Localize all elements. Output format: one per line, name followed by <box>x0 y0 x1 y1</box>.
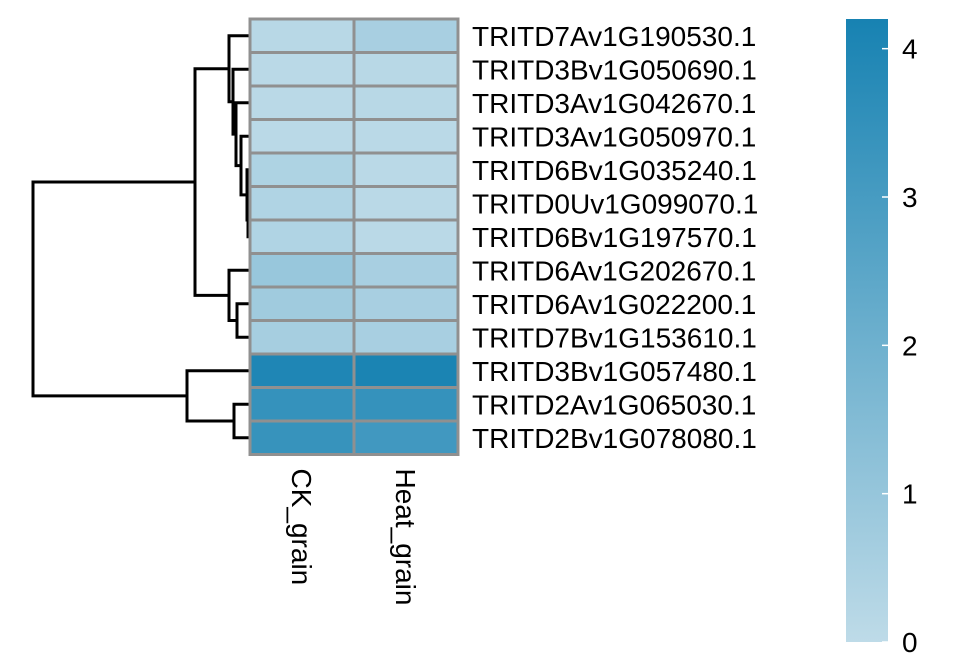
heatmap-cell <box>248 285 356 322</box>
heatmap-cells <box>248 17 460 456</box>
row-label: TRITD3Bv1G050690.1 <box>472 54 757 85</box>
heatmap-cell <box>248 84 356 121</box>
row-label: TRITD3Av1G042670.1 <box>472 88 756 119</box>
legend-tick-label: 4 <box>902 34 918 65</box>
color-legend: 0 1 2 3 4 <box>846 19 918 658</box>
heatmap-cell <box>248 386 356 423</box>
heatmap-cell <box>352 319 460 356</box>
dendrogram-branch <box>193 67 231 297</box>
heatmap-cell <box>248 218 356 255</box>
heatmap-cell <box>248 51 356 88</box>
legend-tick-label: 1 <box>902 479 918 510</box>
legend-tick-label: 2 <box>902 330 918 361</box>
column-label: Heat_grain <box>390 469 421 606</box>
heatmap-cell <box>352 252 460 289</box>
heatmap-cell <box>248 352 356 389</box>
row-label: TRITD6Av1G202670.1 <box>472 255 756 286</box>
legend-tick-label: 0 <box>902 627 918 658</box>
row-label: TRITD2Bv1G078080.1 <box>472 423 757 454</box>
heatmap-cell <box>352 118 460 155</box>
dendrogram-branch <box>185 369 251 423</box>
row-label: TRITD6Av1G022200.1 <box>472 289 756 320</box>
heatmap-cell <box>352 51 460 88</box>
dendrogram-branch <box>235 302 251 339</box>
heatmap-cell <box>352 419 460 456</box>
row-label: TRITD7Av1G190530.1 <box>472 21 756 52</box>
heatmap-cell <box>352 352 460 389</box>
dendrogram-branch <box>232 402 251 440</box>
row-label: TRITD3Av1G050970.1 <box>472 121 756 152</box>
heatmap-cell <box>248 17 356 54</box>
row-label: TRITD7Bv1G153610.1 <box>472 322 757 353</box>
row-label: TRITD6Bv1G197570.1 <box>472 222 757 253</box>
heatmap-cell <box>248 151 356 188</box>
row-label: TRITD3Bv1G057480.1 <box>472 356 757 387</box>
row-labels: TRITD7Av1G190530.1TRITD3Bv1G050690.1TRIT… <box>472 21 758 454</box>
heatmap-cell <box>248 118 356 155</box>
heatmap-cell <box>352 218 460 255</box>
row-label: TRITD0Uv1G099070.1 <box>472 188 758 219</box>
dendrogram-branch <box>31 180 197 398</box>
legend-tick-label: 3 <box>902 182 918 213</box>
column-labels: CK_grain Heat_grain <box>286 469 421 606</box>
heatmap-cell <box>248 252 356 289</box>
legend-color-bar <box>846 19 888 642</box>
heatmap-cell <box>352 185 460 222</box>
row-label: TRITD2Av1G065030.1 <box>472 389 756 420</box>
heatmap-cell <box>248 419 356 456</box>
column-label: CK_grain <box>286 469 317 586</box>
heatmap-cell <box>248 185 356 222</box>
heatmap-cell <box>352 285 460 322</box>
heatmap-cell <box>352 17 460 54</box>
heatmap-cell <box>352 151 460 188</box>
row-dendrogram <box>31 34 251 440</box>
heatmap-cell <box>248 319 356 356</box>
heatmap-cell <box>352 84 460 121</box>
heatmap-cell <box>352 386 460 423</box>
row-label: TRITD6Bv1G035240.1 <box>472 155 757 186</box>
dendrogram-branch <box>227 268 251 322</box>
